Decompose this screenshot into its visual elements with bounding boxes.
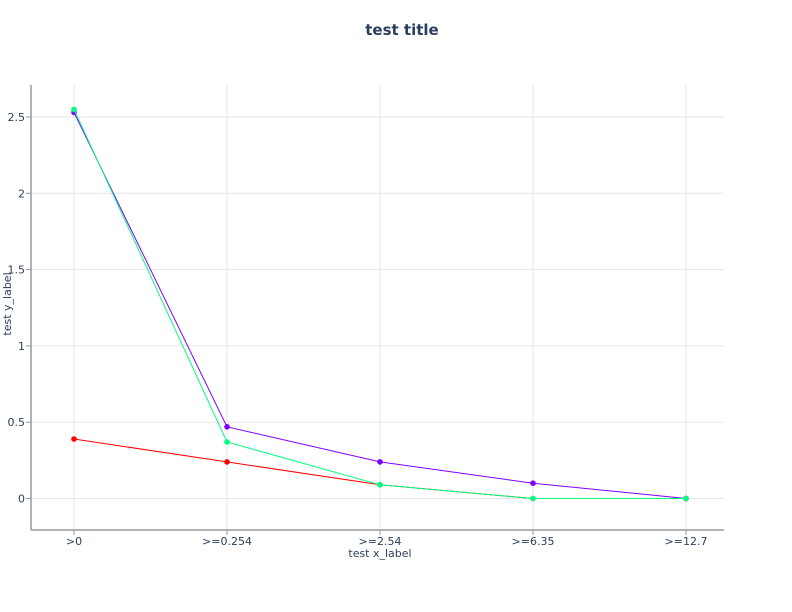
data-point bbox=[530, 495, 536, 502]
x-tick-label: >=6.35 bbox=[512, 535, 555, 548]
data-point bbox=[224, 439, 230, 445]
chart-title: test title bbox=[365, 21, 438, 39]
data-point bbox=[224, 459, 230, 465]
x-axis-label: test x_label bbox=[348, 547, 411, 560]
x-tick-label: >0 bbox=[66, 535, 82, 548]
x-ticks: >0 >=0.254 >=2.54 >=6.35 >=12.7 bbox=[66, 530, 708, 548]
series bbox=[71, 106, 689, 502]
data-point bbox=[377, 482, 383, 488]
data-point bbox=[71, 106, 77, 113]
x-tick-label: >=0.254 bbox=[202, 535, 252, 548]
series-group bbox=[71, 106, 689, 502]
y-tick-label: 0 bbox=[18, 493, 25, 506]
data-point bbox=[683, 495, 689, 502]
y-tick-label: 2 bbox=[18, 187, 25, 200]
y-tick-label: 1.5 bbox=[8, 264, 26, 277]
data-point bbox=[224, 424, 230, 430]
x-tick-label: >=2.54 bbox=[359, 535, 402, 548]
y-tick-label: 2.5 bbox=[8, 111, 26, 124]
y-tick-label: 1 bbox=[18, 340, 25, 353]
data-point bbox=[530, 480, 536, 487]
x-tick-label: >=12.7 bbox=[665, 535, 708, 548]
y-tick-label: 0.5 bbox=[8, 416, 26, 429]
data-point bbox=[377, 459, 383, 465]
y-axis-label: test y_label bbox=[1, 272, 14, 335]
data-point bbox=[71, 436, 77, 442]
grid bbox=[31, 85, 724, 530]
y-ticks: 0 0.5 1 1.5 2 2.5 bbox=[8, 111, 31, 506]
